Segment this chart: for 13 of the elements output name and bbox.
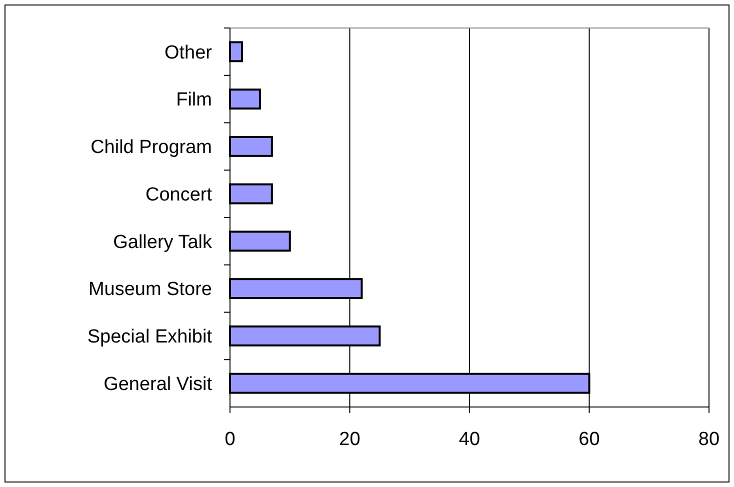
y-tick-label: Museum Store bbox=[88, 279, 212, 300]
y-tick-label: Special Exhibit bbox=[87, 326, 213, 348]
x-tick-label: 0 bbox=[224, 429, 236, 450]
y-tick-label: Concert bbox=[145, 184, 213, 206]
y-tick-label: Gallery Talk bbox=[113, 232, 212, 253]
y-tick-label: General Visit bbox=[104, 374, 213, 395]
x-tick-label: 40 bbox=[458, 429, 480, 450]
x-tick-label: 80 bbox=[698, 429, 720, 450]
y-tick-label: Other bbox=[164, 42, 213, 64]
x-tick-label: 60 bbox=[578, 429, 600, 450]
x-tick-label: 20 bbox=[339, 429, 360, 450]
y-tick-label: Child Program bbox=[90, 137, 212, 158]
y-tick-label: Film bbox=[176, 90, 212, 111]
